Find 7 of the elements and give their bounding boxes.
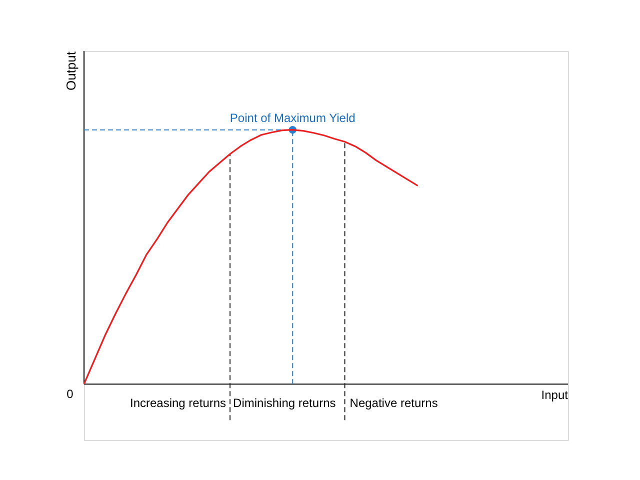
y-axis-title: Output	[64, 51, 78, 91]
text: Diminishing returns	[233, 396, 336, 410]
text: Negative returns	[350, 396, 438, 410]
text: Input	[541, 388, 569, 402]
text: 0	[66, 387, 74, 402]
text: Point of Maximum Yield	[230, 110, 356, 125]
text: Increasing returns	[130, 396, 226, 410]
